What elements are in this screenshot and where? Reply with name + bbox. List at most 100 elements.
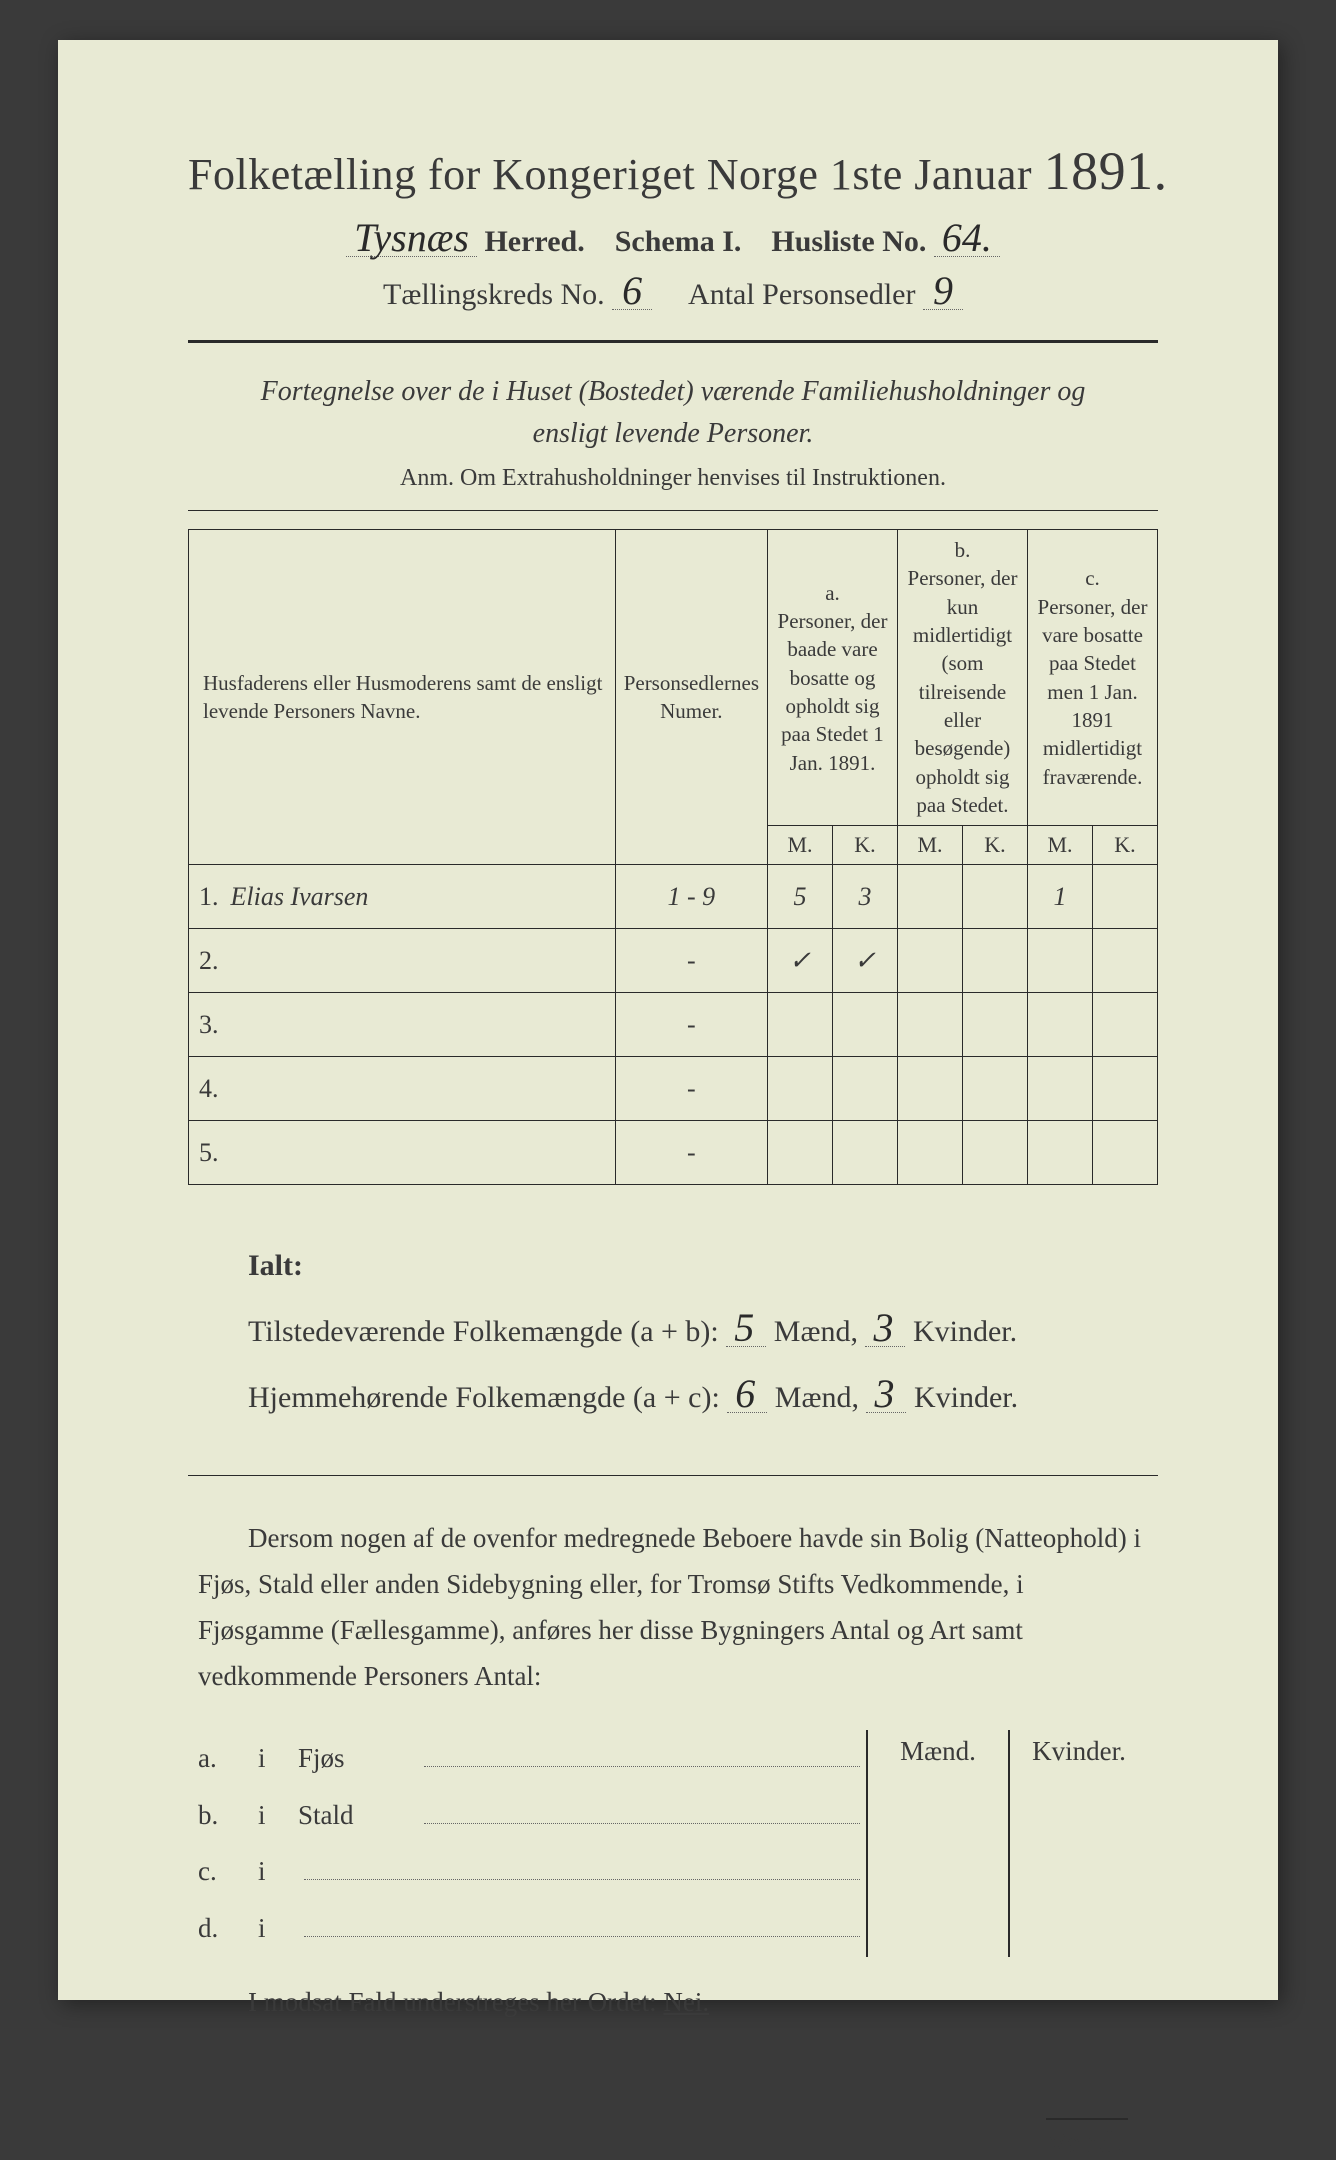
herred-label: Herred. [484, 225, 584, 258]
totals-line-1: Tilstedeværende Folkemængde (a + b): 5 M… [248, 1299, 1158, 1365]
row-bk [963, 929, 1028, 993]
row-num: 4. [189, 1057, 223, 1121]
present-m: 5 [726, 1310, 766, 1347]
totals-line-2: Hjemmehørende Folkemængde (a + c): 6 Mæn… [248, 1365, 1158, 1431]
row-name: Elias Ivarsen [223, 865, 616, 929]
col-header-numer: Personsedlernes Numer. [615, 530, 767, 865]
row-am [768, 1121, 833, 1185]
buildings-block: a. i Fjøs b. i Stald c. i d. i [198, 1730, 1148, 1957]
row-am [768, 993, 833, 1057]
row-numer: 1 - 9 [615, 865, 767, 929]
row-am [768, 1057, 833, 1121]
building-row: d. i [198, 1900, 866, 1957]
resident-m: 6 [727, 1376, 767, 1413]
row-ak: ✓ [833, 929, 898, 993]
row-numer: - [615, 929, 767, 993]
buildings-paragraph: Dersom nogen af de ovenfor medregnede Be… [198, 1516, 1148, 1700]
subtitle: Fortegnelse over de i Huset (Bostedet) v… [248, 371, 1098, 455]
row-name [223, 993, 616, 1057]
col-header-c: c. Personer, der vare bosatte paa Stedet… [1028, 530, 1158, 826]
table-body: 1. Elias Ivarsen 1 - 9 5 3 1 2. - ✓ ✓ [189, 865, 1158, 1185]
anm-note: Anm. Om Extrahusholdninger henvises til … [188, 465, 1158, 492]
buildings-maend-col: Mænd. [868, 1730, 1008, 1957]
col-header-b: b. Personer, der kun midlertidigt (som t… [898, 530, 1028, 826]
row-bm [898, 865, 963, 929]
row-name [223, 929, 616, 993]
row-num: 5. [189, 1121, 223, 1185]
row-am: 5 [768, 865, 833, 929]
antal-label: Antal Personsedler [688, 278, 915, 311]
table-row: 1. Elias Ivarsen 1 - 9 5 3 1 [189, 865, 1158, 929]
page-title: Folketælling for Kongeriget Norge 1ste J… [188, 140, 1158, 202]
row-bk [963, 1121, 1028, 1185]
buildings-list: a. i Fjøs b. i Stald c. i d. i [198, 1730, 866, 1957]
row-ck [1093, 929, 1158, 993]
row-name [223, 1057, 616, 1121]
col-c-k: K. [1093, 826, 1158, 865]
kreds-no: 6 [612, 273, 652, 310]
row-ck [1093, 993, 1158, 1057]
row-numer: - [615, 1057, 767, 1121]
row-num: 3. [189, 993, 223, 1057]
col-header-a: a. Personer, der baade vare bosatte og o… [768, 530, 898, 826]
resident-k: 3 [866, 1376, 906, 1413]
row-cm [1028, 993, 1093, 1057]
table-row: 5. - [189, 1121, 1158, 1185]
header-line-2: Tysnæs Herred. Schema I. Husliste No. 64… [188, 220, 1158, 259]
divider-thin [188, 510, 1158, 511]
row-bk [963, 1057, 1028, 1121]
col-a-k: K. [833, 826, 898, 865]
vend-label: Vend! [1046, 2118, 1128, 2160]
row-bm [898, 1057, 963, 1121]
nei-line: I modsat Fald understreges her Ordet: Ne… [188, 1987, 1158, 2018]
row-bk [963, 993, 1028, 1057]
title-year: 1891. [1044, 141, 1168, 201]
building-row: b. i Stald [198, 1787, 866, 1844]
ialt-label: Ialt: [248, 1233, 1158, 1299]
dotted-line [424, 1766, 860, 1767]
row-num: 2. [189, 929, 223, 993]
col-c-m: M. [1028, 826, 1093, 865]
row-bk [963, 865, 1028, 929]
antal-value: 9 [923, 273, 963, 310]
building-row: a. i Fjøs [198, 1730, 866, 1787]
row-num: 1. [189, 865, 223, 929]
buildings-mk-cols: Mænd. Kvinder. [866, 1730, 1148, 1957]
table-row: 3. - [189, 993, 1158, 1057]
household-table: Husfaderens eller Husmoderens samt de en… [188, 529, 1158, 1185]
col-b-m: M. [898, 826, 963, 865]
husliste-label: Husliste No. [771, 225, 926, 258]
row-ck [1093, 1057, 1158, 1121]
schema-label: Schema I. [615, 225, 742, 258]
header-line-3: Tællingskreds No. 6 Antal Personsedler 9 [188, 273, 1158, 312]
row-ak: 3 [833, 865, 898, 929]
row-numer: - [615, 1121, 767, 1185]
table-row: 4. - [189, 1057, 1158, 1121]
totals-block: Ialt: Tilstedeværende Folkemængde (a + b… [248, 1233, 1158, 1431]
divider-thick [188, 340, 1158, 343]
dotted-line [304, 1879, 860, 1880]
row-numer: - [615, 993, 767, 1057]
col-a-m: M. [768, 826, 833, 865]
col-b-k: K. [963, 826, 1028, 865]
row-name [223, 1121, 616, 1185]
present-k: 3 [865, 1310, 905, 1347]
herred-value: Tysnæs [346, 220, 477, 257]
row-cm: 1 [1028, 865, 1093, 929]
row-bm [898, 1121, 963, 1185]
row-ak [833, 1121, 898, 1185]
dotted-line [424, 1823, 860, 1824]
row-ck [1093, 1121, 1158, 1185]
divider-thin-2 [188, 1475, 1158, 1476]
dotted-line [304, 1936, 860, 1937]
kreds-label: Tællingskreds No. [383, 278, 605, 311]
building-row: c. i [198, 1843, 866, 1900]
col-header-names: Husfaderens eller Husmoderens samt de en… [189, 530, 616, 865]
row-cm [1028, 929, 1093, 993]
row-cm [1028, 1057, 1093, 1121]
husliste-no: 64. [934, 220, 1000, 257]
row-bm [898, 929, 963, 993]
table-row: 2. - ✓ ✓ [189, 929, 1158, 993]
row-ak [833, 993, 898, 1057]
buildings-kvinder-col: Kvinder. [1008, 1730, 1148, 1957]
